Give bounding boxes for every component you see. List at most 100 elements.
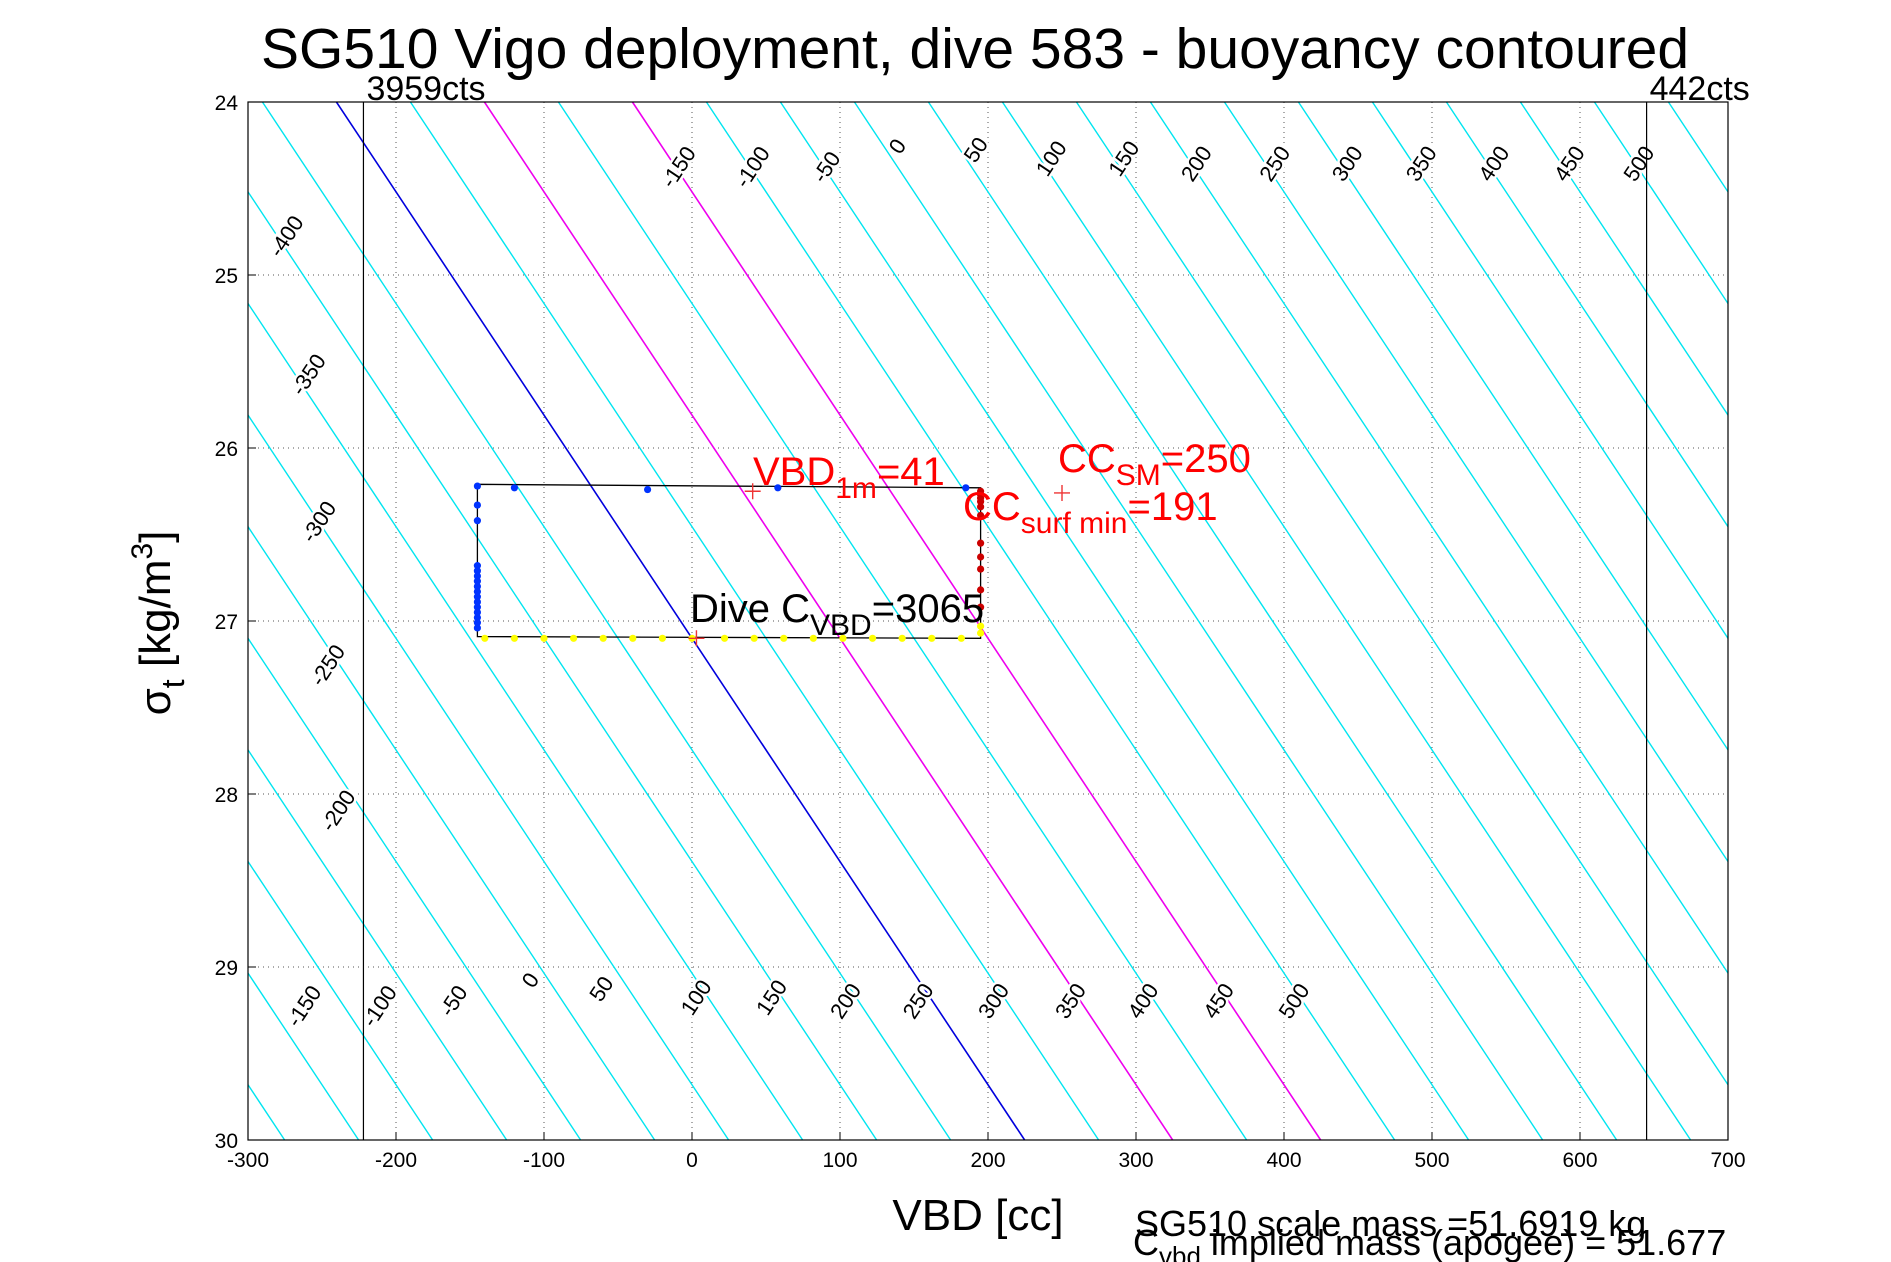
y-tick-label: 25 bbox=[215, 265, 238, 288]
track-point bbox=[473, 517, 481, 525]
x-tick-label: -200 bbox=[375, 1149, 417, 1172]
contour-line bbox=[248, 860, 434, 1140]
track-point bbox=[473, 613, 481, 622]
track-point bbox=[809, 634, 817, 642]
dive-sub: VBD bbox=[810, 609, 872, 642]
implied-mass-sub: vbd bbox=[1159, 1241, 1201, 1262]
contour-line bbox=[409, 102, 1100, 1140]
x-tick-label: 100 bbox=[822, 1149, 857, 1172]
y-tick-label: 28 bbox=[215, 784, 238, 807]
track-point bbox=[977, 553, 985, 561]
track-point bbox=[977, 511, 985, 520]
y-axis-ticks: 24 25 26 27 28 29 30 bbox=[215, 92, 256, 1153]
plus-marker bbox=[1054, 484, 1070, 501]
track-point bbox=[977, 603, 985, 611]
y-label-sub: t bbox=[155, 679, 191, 688]
track-point bbox=[977, 622, 985, 630]
vbd1m-main: VBD bbox=[753, 450, 835, 494]
track-point bbox=[473, 582, 481, 591]
contour-line bbox=[248, 637, 582, 1140]
contour-line bbox=[1149, 102, 1728, 975]
track-point bbox=[473, 593, 481, 601]
dive-main: Dive C bbox=[690, 587, 810, 631]
ccsurf-main: CC bbox=[963, 485, 1021, 529]
x-axis-ticks: -300 -200 -100 0 100 200 300 400 500 600 700 bbox=[227, 1132, 1746, 1172]
track-point bbox=[720, 634, 729, 642]
x-tick-label: -100 bbox=[523, 1149, 565, 1172]
ccsm-annotation: CCSM=250 bbox=[1058, 437, 1251, 492]
x-axis-label: VBD [cc] bbox=[892, 1191, 1063, 1240]
x-tick-label: 300 bbox=[1118, 1149, 1153, 1172]
track-point bbox=[570, 634, 578, 642]
vbd1m-sub: 1m bbox=[835, 472, 877, 505]
x-tick-label: 400 bbox=[1266, 1149, 1301, 1172]
red-markers bbox=[688, 483, 1070, 647]
grid-lines bbox=[248, 102, 1728, 1140]
y-tick-label: 30 bbox=[215, 1130, 238, 1153]
track-point bbox=[957, 634, 965, 642]
buoyancy-contours bbox=[248, 102, 1728, 1140]
track-point bbox=[868, 634, 877, 642]
contour-line bbox=[335, 102, 1026, 1140]
track-point bbox=[629, 634, 637, 642]
contour-line bbox=[1445, 102, 1728, 528]
track-point bbox=[977, 498, 985, 506]
contour-line bbox=[1223, 102, 1728, 863]
track-point bbox=[599, 634, 607, 642]
track-point bbox=[510, 634, 518, 642]
y-tick-label: 26 bbox=[215, 438, 238, 461]
contour-line bbox=[779, 102, 1470, 1140]
contour-line bbox=[927, 102, 1618, 1140]
track-point bbox=[977, 629, 985, 637]
ccsm-value: =250 bbox=[1161, 437, 1251, 481]
contour-line bbox=[1075, 102, 1728, 1087]
track-point bbox=[473, 482, 481, 490]
implied-mass-value: implied mass (apogee) = 51.677 bbox=[1201, 1222, 1726, 1262]
track-point bbox=[473, 562, 481, 570]
x-tick-label: 200 bbox=[970, 1149, 1005, 1172]
contour-line bbox=[248, 302, 804, 1140]
ccsurf-annotation: CCsurf min=191 bbox=[963, 485, 1218, 540]
contour-line bbox=[483, 102, 1174, 1140]
dive-track bbox=[473, 482, 985, 642]
track-point bbox=[540, 634, 548, 642]
vbd1m-value: =41 bbox=[877, 450, 945, 494]
contour-line bbox=[248, 748, 508, 1140]
y-label-unit-close: ] bbox=[131, 531, 180, 543]
dive-value: =3065 bbox=[872, 587, 984, 631]
track-point bbox=[780, 634, 788, 642]
contour-line bbox=[1297, 102, 1728, 752]
ccsm-main: CC bbox=[1058, 437, 1116, 481]
track-point bbox=[977, 503, 985, 511]
y-tick-label: 27 bbox=[215, 611, 238, 634]
track-point bbox=[473, 572, 481, 580]
track-point bbox=[473, 598, 481, 606]
ccsm-sub: SM bbox=[1116, 459, 1161, 492]
x-tick-label: 500 bbox=[1414, 1149, 1449, 1172]
track-point bbox=[473, 577, 481, 585]
y-tick-label: 24 bbox=[215, 92, 239, 115]
contour-line bbox=[705, 102, 1396, 1140]
track-point bbox=[928, 634, 936, 642]
contour-line bbox=[1001, 102, 1692, 1140]
track-point bbox=[658, 634, 667, 642]
contour-line bbox=[248, 190, 878, 1140]
x-tick-label: 700 bbox=[1710, 1149, 1745, 1172]
x-tick-label: 600 bbox=[1562, 1149, 1597, 1172]
track-point bbox=[839, 634, 847, 642]
x-tick-label: 0 bbox=[686, 1149, 698, 1172]
y-label-unit-sup: 3 bbox=[126, 543, 159, 560]
contour-line bbox=[248, 413, 730, 1140]
y-label-sigma: σ bbox=[131, 688, 180, 715]
track-point bbox=[473, 567, 481, 575]
plus-marker bbox=[688, 630, 705, 647]
dive-cvbd-annotation: Dive CVBD=3065 bbox=[690, 587, 984, 642]
contour-line bbox=[1519, 102, 1728, 417]
ccsurf-sub: surf min bbox=[1021, 507, 1128, 540]
track-point bbox=[473, 501, 481, 509]
track-point bbox=[898, 634, 906, 642]
contour-line bbox=[631, 102, 1322, 1140]
track-point bbox=[473, 603, 481, 611]
track-point bbox=[473, 624, 481, 632]
